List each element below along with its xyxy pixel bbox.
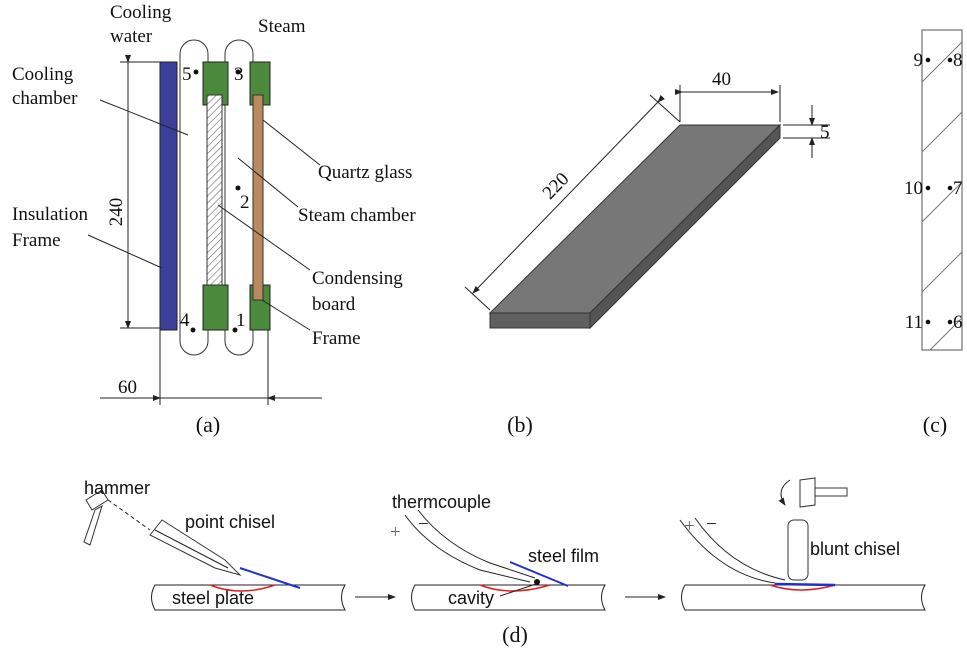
- polarity: +: [684, 516, 695, 537]
- label: thermcouple: [392, 492, 491, 512]
- insulation: [160, 62, 177, 330]
- extension: [650, 95, 680, 122]
- frame-block: [203, 285, 228, 330]
- point-label: 2: [240, 192, 250, 213]
- label: Steam chamber: [298, 205, 416, 226]
- polarity: −: [706, 514, 717, 535]
- steel-plate: [412, 585, 606, 610]
- polarity: +: [390, 522, 401, 543]
- point-label: 11: [905, 312, 923, 333]
- label: steel film: [528, 546, 599, 566]
- label: Quartz glass: [318, 162, 412, 183]
- label: hammer: [84, 478, 150, 498]
- steel-plate: [682, 585, 926, 610]
- figure: Cooling water Steam Cooling chamber Insu…: [0, 0, 967, 657]
- point-label: 1: [236, 310, 246, 331]
- label: point chisel: [185, 512, 275, 532]
- point-label: 5: [182, 64, 192, 85]
- caption: (b): [507, 412, 533, 437]
- point-label: 6: [953, 312, 963, 333]
- thermocouple-wire: [418, 510, 535, 578]
- label: Condensing: [312, 268, 403, 289]
- quartz-glass: [253, 95, 263, 300]
- panel-b: [465, 85, 830, 328]
- dimension-label: 60: [118, 377, 137, 398]
- plate-top: [490, 125, 780, 313]
- label: Cooling: [110, 2, 172, 23]
- polarity: −: [418, 514, 429, 535]
- point-label: 4: [180, 310, 190, 331]
- label: Frame: [12, 230, 61, 251]
- label: cavity: [448, 588, 494, 608]
- point-label: 3: [234, 64, 244, 85]
- dimension-label: 220: [539, 169, 574, 204]
- condensing-board: [207, 95, 222, 285]
- leader: [263, 120, 320, 165]
- dimension-label: 40: [712, 69, 731, 90]
- leader: [88, 235, 162, 268]
- label: chamber: [12, 88, 78, 109]
- label: Insulation: [12, 204, 88, 225]
- label: water: [110, 26, 153, 47]
- extension: [465, 287, 490, 310]
- dimension-label: 240: [106, 198, 127, 227]
- hammer-icon: [781, 478, 847, 507]
- label: Cooling: [12, 64, 74, 85]
- label: steel plate: [172, 588, 254, 608]
- point-label: 8: [953, 50, 963, 71]
- dimension-label: 5: [820, 122, 830, 143]
- label: board: [312, 294, 356, 315]
- point-label: 9: [914, 50, 924, 71]
- blunt-chisel-icon: [788, 520, 808, 580]
- point-label: 7: [953, 178, 963, 199]
- label: Steam: [258, 16, 306, 37]
- caption: (c): [923, 412, 947, 437]
- caption: (a): [196, 412, 220, 437]
- plate-front: [490, 313, 590, 328]
- label: Frame: [312, 328, 361, 349]
- label: blunt chisel: [810, 539, 900, 559]
- caption: (d): [502, 622, 528, 647]
- hammer-icon: [84, 490, 150, 545]
- point-label: 10: [904, 178, 923, 199]
